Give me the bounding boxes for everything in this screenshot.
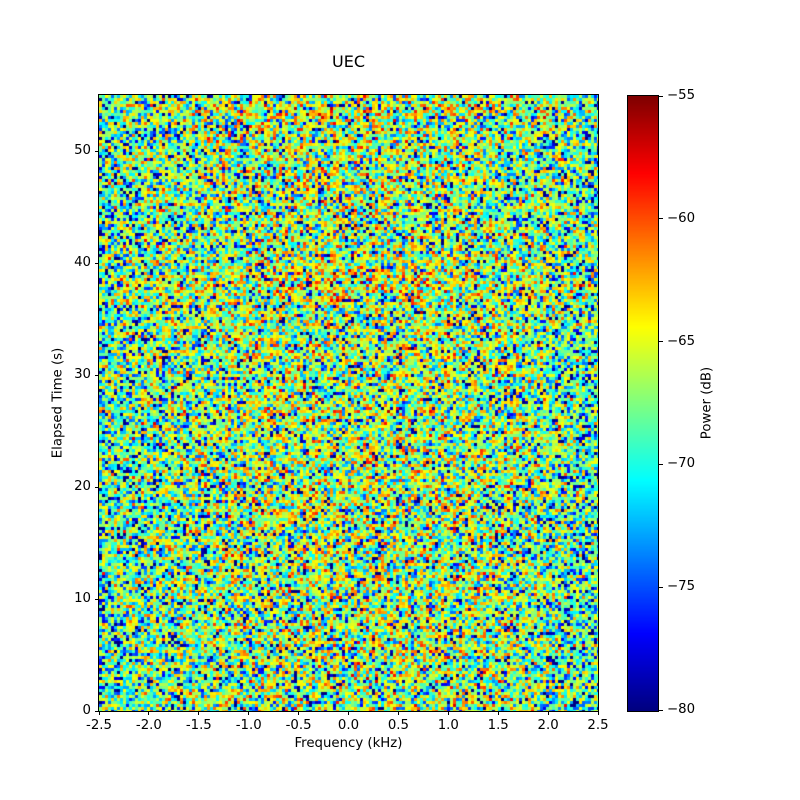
x-tick-mark: [497, 711, 499, 715]
plot-area: [98, 94, 599, 712]
colorbar-tick-label: −65: [667, 333, 696, 349]
y-tick-mark: [95, 486, 99, 488]
x-tick-mark: [98, 711, 100, 715]
colorbar-tick-label: −75: [667, 579, 696, 595]
colorbar-tick-mark: [659, 95, 663, 97]
spectrogram-heatmap: [99, 95, 598, 711]
colorbar-tick-mark: [659, 341, 663, 343]
x-tick-mark: [547, 711, 549, 715]
colorbar-tick-label: −60: [667, 210, 696, 226]
x-tick-label: 0.5: [387, 718, 409, 733]
plot-title: UEC: [332, 52, 365, 71]
y-tick-label: 10: [74, 591, 91, 606]
y-tick-label: 40: [74, 255, 91, 270]
x-tick-label: -2.0: [135, 718, 162, 733]
y-tick-mark: [95, 374, 99, 376]
colorbar-tick-mark: [659, 586, 663, 588]
colorbar-tick-label: −70: [667, 456, 696, 472]
x-tick-label: -0.5: [285, 718, 312, 733]
x-tick-label: 1.0: [437, 718, 459, 733]
y-tick-label: 0: [82, 703, 91, 718]
x-tick-mark: [447, 711, 449, 715]
y-tick-mark: [95, 262, 99, 264]
colorbar-tick-label: −80: [667, 702, 696, 717]
x-tick-label: -2.5: [86, 718, 112, 733]
x-tick-mark: [248, 711, 250, 715]
colorbar: [627, 95, 659, 712]
colorbar-tick-mark: [659, 463, 663, 465]
y-tick-mark: [95, 710, 99, 712]
colorbar-gradient: [628, 96, 658, 711]
x-tick-mark: [298, 711, 300, 715]
colorbar-tick-mark: [659, 709, 663, 711]
y-axis-label: Elapsed Time (s): [50, 347, 66, 459]
x-tick-label: 0.0: [337, 718, 360, 733]
y-tick-label: 50: [74, 143, 91, 158]
x-tick-mark: [148, 711, 150, 715]
y-tick-mark: [95, 150, 99, 152]
x-tick-label: -1.5: [185, 718, 212, 733]
x-tick-label: 2.5: [587, 718, 609, 733]
y-tick-label: 30: [74, 367, 91, 382]
x-tick-mark: [348, 711, 349, 715]
x-tick-mark: [198, 711, 200, 715]
x-axis-label: Frequency (kHz): [294, 736, 403, 751]
colorbar-label: Power (dB): [699, 366, 715, 440]
colorbar-tick-label: −55: [667, 88, 696, 103]
colorbar-tick-mark: [659, 218, 663, 220]
x-tick-label: 2.0: [537, 718, 559, 733]
x-tick-label: 1.5: [487, 718, 509, 733]
y-tick-mark: [95, 598, 99, 600]
x-tick-label: -1.0: [235, 718, 262, 733]
x-tick-mark: [397, 711, 399, 715]
x-tick-mark: [597, 711, 599, 715]
y-tick-label: 20: [74, 479, 91, 494]
